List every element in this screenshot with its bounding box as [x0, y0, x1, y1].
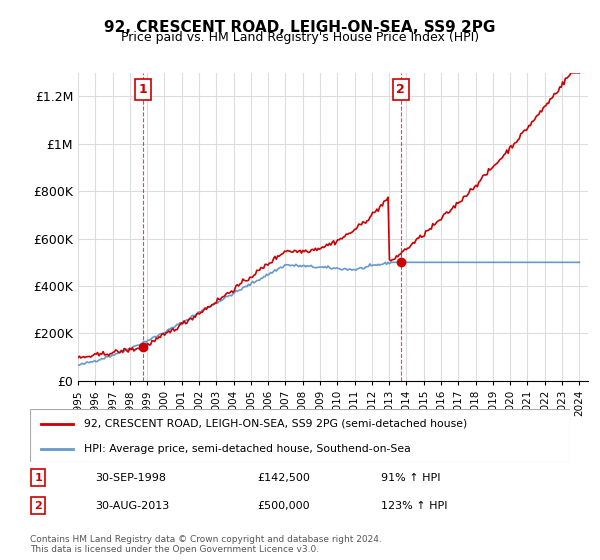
- Text: 123% ↑ HPI: 123% ↑ HPI: [381, 501, 448, 511]
- Text: £142,500: £142,500: [257, 473, 310, 483]
- Text: £500,000: £500,000: [257, 501, 310, 511]
- Text: 91% ↑ HPI: 91% ↑ HPI: [381, 473, 440, 483]
- Text: 1: 1: [34, 473, 42, 483]
- Text: 30-SEP-1998: 30-SEP-1998: [95, 473, 166, 483]
- Text: HPI: Average price, semi-detached house, Southend-on-Sea: HPI: Average price, semi-detached house,…: [84, 444, 411, 454]
- Text: 92, CRESCENT ROAD, LEIGH-ON-SEA, SS9 2PG: 92, CRESCENT ROAD, LEIGH-ON-SEA, SS9 2PG: [104, 20, 496, 35]
- Text: 1: 1: [139, 83, 147, 96]
- FancyBboxPatch shape: [30, 409, 570, 462]
- Text: 2: 2: [34, 501, 42, 511]
- Text: 30-AUG-2013: 30-AUG-2013: [95, 501, 169, 511]
- Text: 2: 2: [397, 83, 405, 96]
- Text: 92, CRESCENT ROAD, LEIGH-ON-SEA, SS9 2PG (semi-detached house): 92, CRESCENT ROAD, LEIGH-ON-SEA, SS9 2PG…: [84, 419, 467, 429]
- Text: Contains HM Land Registry data © Crown copyright and database right 2024.
This d: Contains HM Land Registry data © Crown c…: [30, 535, 382, 554]
- Text: Price paid vs. HM Land Registry's House Price Index (HPI): Price paid vs. HM Land Registry's House …: [121, 31, 479, 44]
